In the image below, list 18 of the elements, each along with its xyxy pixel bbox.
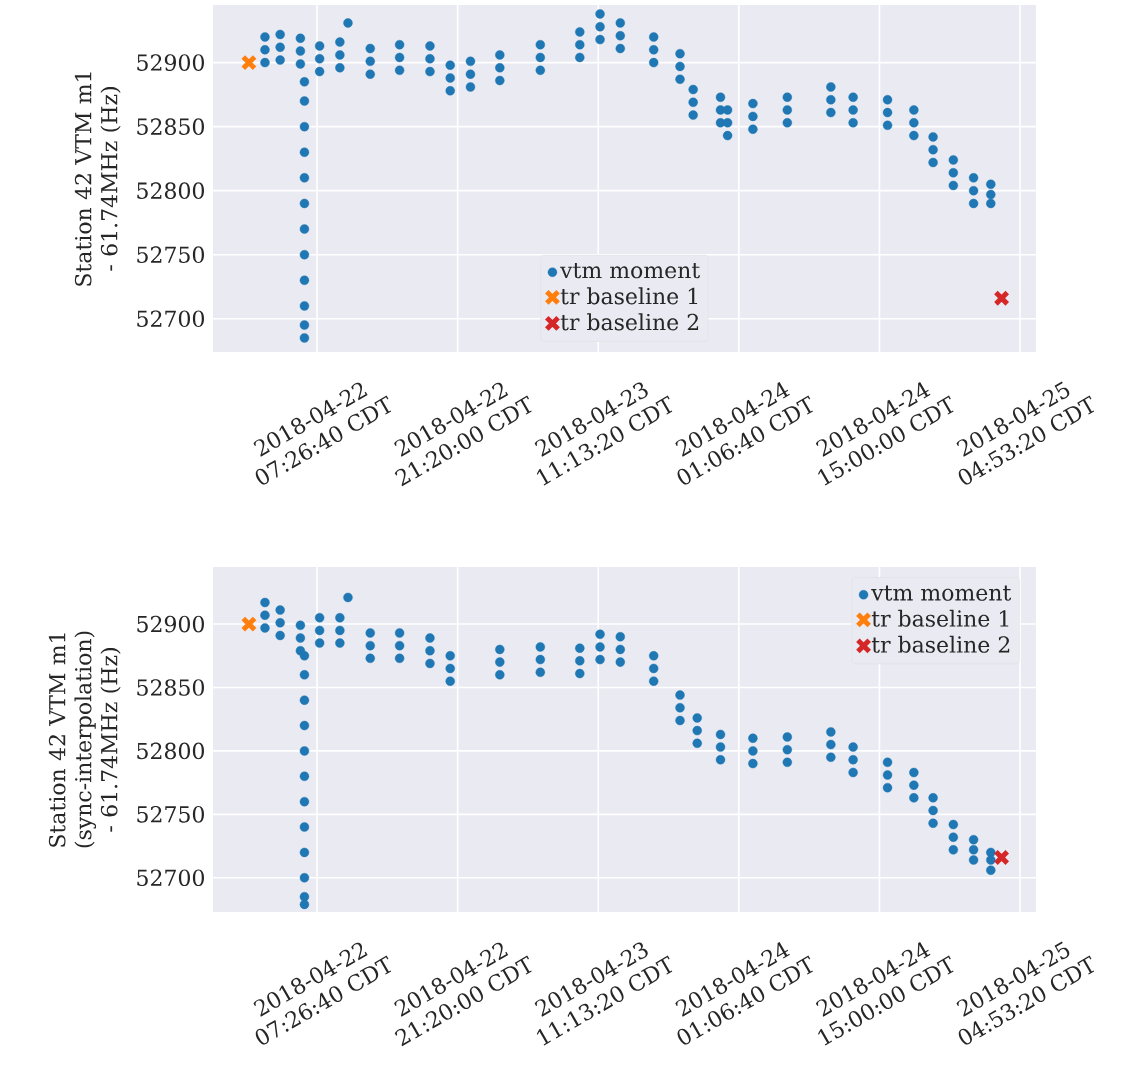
- y-tick-label: 52750: [137, 246, 204, 263]
- y-tick-label: 52700: [137, 869, 204, 887]
- y-tick-label: 52850: [137, 679, 204, 696]
- y-axis-title: Station 42 VTM m1 - 61.74MHz (Hz): [74, 72, 121, 286]
- legend-label: tr baseline 1: [871, 609, 1009, 627]
- y-tick-label: 52850: [137, 118, 204, 135]
- legend-label: tr baseline 2: [560, 313, 699, 331]
- y-tick-label: 52700: [137, 310, 204, 328]
- y-tick-label: 52900: [137, 615, 204, 633]
- legend-label: tr baseline 2: [871, 635, 1010, 653]
- legend-label: vtm moment: [871, 585, 1012, 601]
- legend-label: tr baseline 1: [560, 287, 698, 305]
- y-tick-label: 52900: [137, 54, 204, 71]
- y-tick-label: 52800: [137, 182, 204, 199]
- y-tick-label: 52800: [137, 742, 204, 760]
- y-tick-label: 52750: [137, 806, 204, 823]
- legend-label: vtm moment: [560, 263, 701, 279]
- y-axis-title: Station 42 VTM m1 (sync-interpolation) - 61.74MHz (Hz): [48, 631, 121, 848]
